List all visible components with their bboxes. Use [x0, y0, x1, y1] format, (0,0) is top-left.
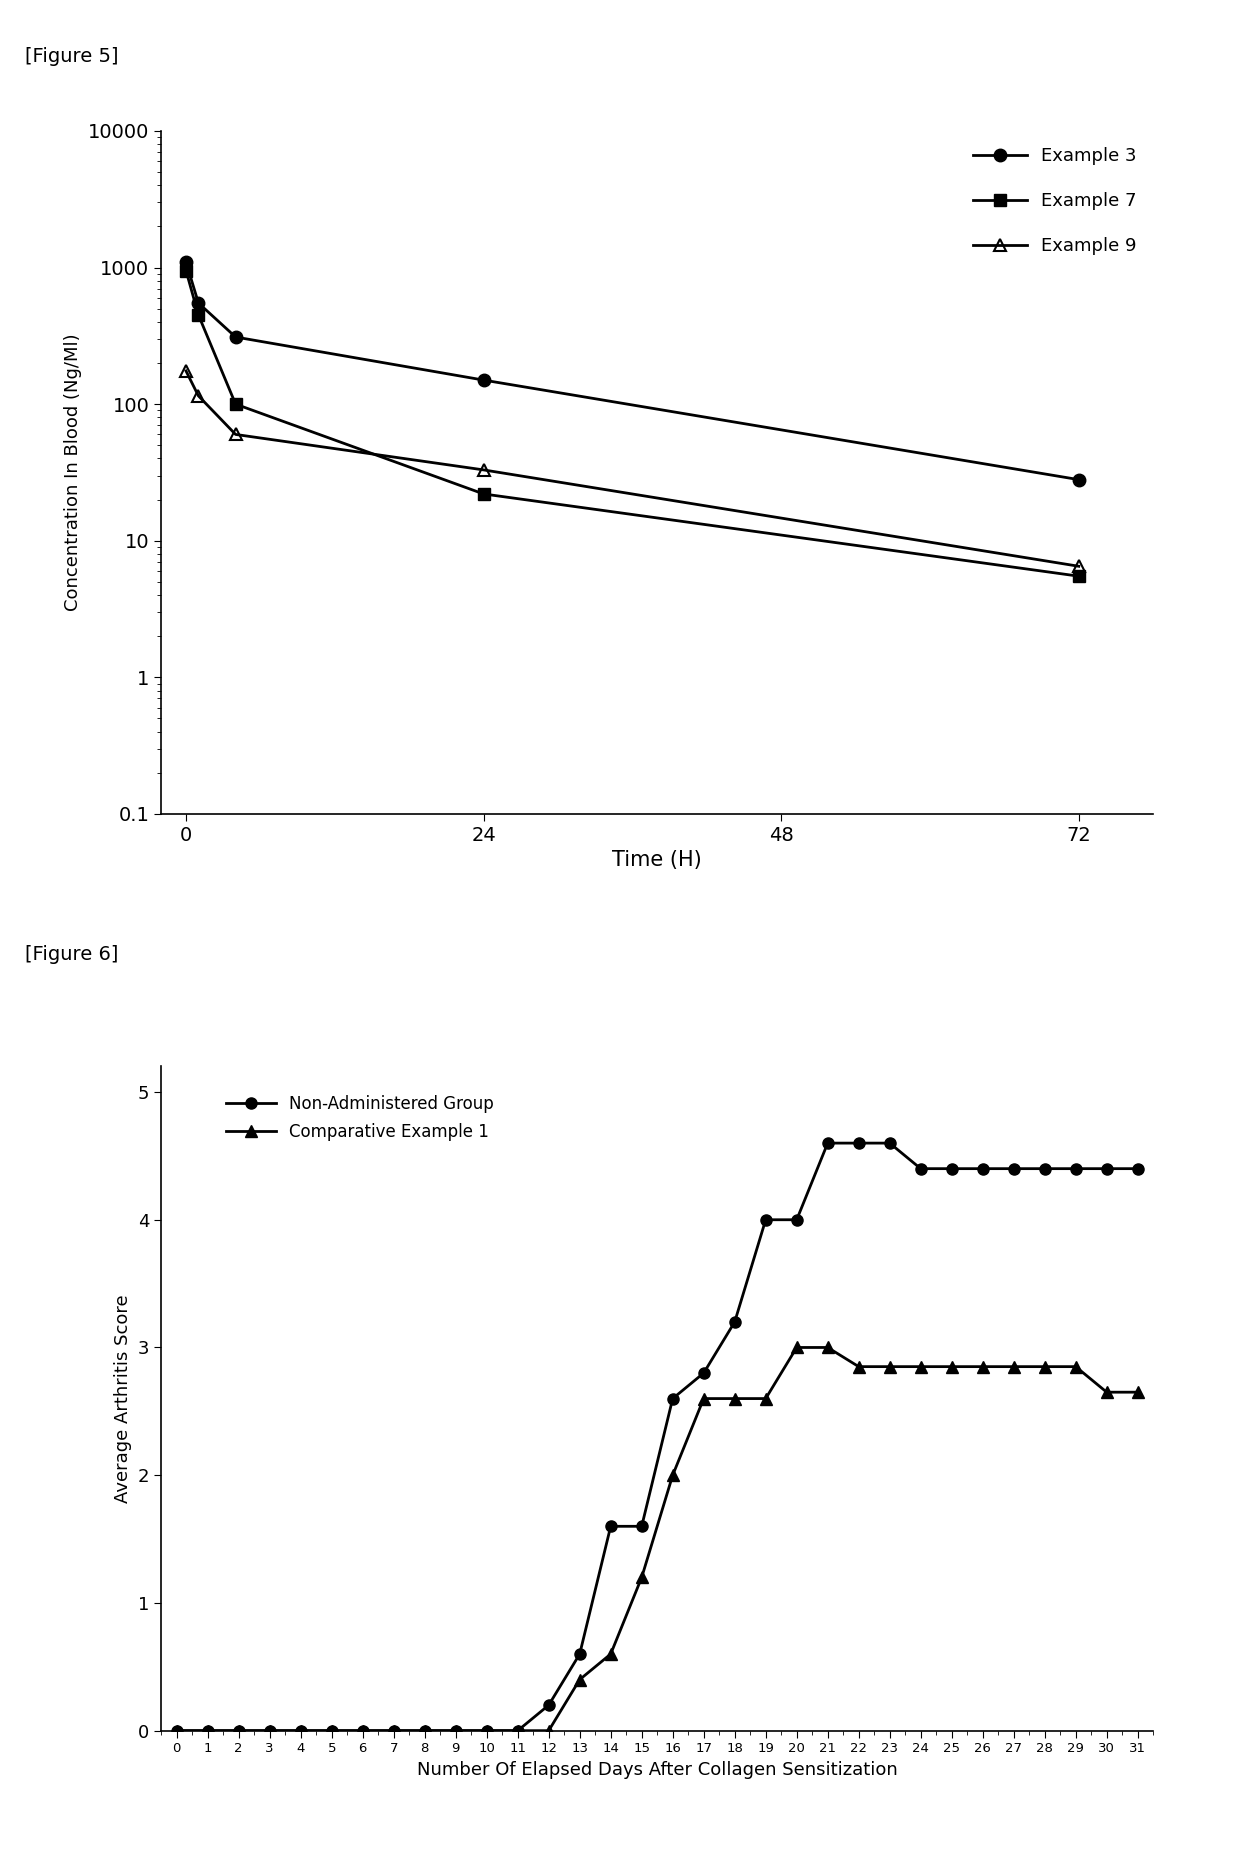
- Non-Administered Group: [417, 1719, 433, 1742]
- Comparative Example 1: [945, 1355, 960, 1377]
- Y-axis label: Average Arthritis Score: Average Arthritis Score: [114, 1295, 133, 1502]
- Example 3: [179, 251, 193, 273]
- Comparative Example 1: [727, 1388, 742, 1411]
- Non-Administered Group: [294, 1719, 309, 1742]
- Example 7: [191, 303, 206, 326]
- Comparative Example 1: [851, 1355, 866, 1377]
- Example 7: [228, 393, 243, 415]
- Comparative Example 1: [294, 1719, 309, 1742]
- Comparative Example 1: [975, 1355, 990, 1377]
- Comparative Example 1: [417, 1719, 433, 1742]
- Non-Administered Group: [727, 1312, 742, 1334]
- Example 3: [191, 292, 206, 314]
- Non-Administered Group: [790, 1209, 805, 1231]
- Non-Administered Group: [913, 1158, 928, 1181]
- Comparative Example 1: [1131, 1381, 1146, 1403]
- Example 3: [228, 326, 243, 348]
- Non-Administered Group: [883, 1132, 898, 1154]
- Comparative Example 1: [263, 1719, 278, 1742]
- Legend: Example 3, Example 7, Example 9: Example 3, Example 7, Example 9: [966, 140, 1145, 262]
- Comparative Example 1: [697, 1388, 712, 1411]
- Non-Administered Group: [604, 1516, 619, 1538]
- Non-Administered Group: [635, 1516, 650, 1538]
- Line: Example 3: Example 3: [180, 256, 1085, 486]
- Non-Administered Group: [356, 1719, 371, 1742]
- Example 9: [476, 458, 491, 481]
- Comparative Example 1: [665, 1463, 680, 1486]
- Non-Administered Group: [263, 1719, 278, 1742]
- Non-Administered Group: [1100, 1158, 1115, 1181]
- Comparative Example 1: [1007, 1355, 1022, 1377]
- Comparative Example 1: [883, 1355, 898, 1377]
- Example 9: [1071, 556, 1086, 578]
- Comparative Example 1: [542, 1719, 557, 1742]
- Non-Administered Group: [975, 1158, 990, 1181]
- Non-Administered Group: [1007, 1158, 1022, 1181]
- Non-Administered Group: [511, 1719, 526, 1742]
- Line: Non-Administered Group: Non-Administered Group: [171, 1138, 1143, 1736]
- Non-Administered Group: [851, 1132, 866, 1154]
- X-axis label: Number Of Elapsed Days After Collagen Sensitization: Number Of Elapsed Days After Collagen Se…: [417, 1761, 898, 1779]
- Line: Example 9: Example 9: [180, 365, 1085, 573]
- Non-Administered Group: [665, 1388, 680, 1411]
- Non-Administered Group: [1037, 1158, 1052, 1181]
- Comparative Example 1: [821, 1336, 836, 1358]
- Comparative Example 1: [356, 1719, 371, 1742]
- Comparative Example 1: [913, 1355, 928, 1377]
- Comparative Example 1: [231, 1719, 246, 1742]
- Non-Administered Group: [449, 1719, 464, 1742]
- Text: [Figure 6]: [Figure 6]: [25, 945, 118, 964]
- Comparative Example 1: [790, 1336, 805, 1358]
- Comparative Example 1: [1037, 1355, 1052, 1377]
- Comparative Example 1: [604, 1643, 619, 1665]
- Line: Example 7: Example 7: [180, 264, 1085, 582]
- Non-Administered Group: [169, 1719, 185, 1742]
- Y-axis label: Concentration In Blood (Ng/Ml): Concentration In Blood (Ng/Ml): [64, 333, 83, 612]
- Text: [Figure 5]: [Figure 5]: [25, 47, 118, 65]
- Non-Administered Group: [1069, 1158, 1084, 1181]
- Comparative Example 1: [635, 1566, 650, 1588]
- Comparative Example 1: [1069, 1355, 1084, 1377]
- Example 3: [476, 369, 491, 391]
- Non-Administered Group: [201, 1719, 216, 1742]
- Non-Administered Group: [821, 1132, 836, 1154]
- Comparative Example 1: [479, 1719, 494, 1742]
- Example 7: [1071, 565, 1086, 587]
- Example 9: [191, 385, 206, 408]
- Comparative Example 1: [759, 1388, 774, 1411]
- Non-Administered Group: [479, 1719, 494, 1742]
- Comparative Example 1: [511, 1719, 526, 1742]
- Non-Administered Group: [945, 1158, 960, 1181]
- Non-Administered Group: [231, 1719, 246, 1742]
- Comparative Example 1: [573, 1669, 588, 1691]
- Example 7: [476, 483, 491, 505]
- Example 3: [1071, 468, 1086, 490]
- Example 7: [179, 260, 193, 283]
- Comparative Example 1: [449, 1719, 464, 1742]
- Line: Comparative Example 1: Comparative Example 1: [171, 1342, 1143, 1736]
- Non-Administered Group: [573, 1643, 588, 1665]
- Non-Administered Group: [542, 1693, 557, 1716]
- Comparative Example 1: [1100, 1381, 1115, 1403]
- Comparative Example 1: [201, 1719, 216, 1742]
- Non-Administered Group: [1131, 1158, 1146, 1181]
- Non-Administered Group: [325, 1719, 340, 1742]
- Example 9: [228, 423, 243, 445]
- Non-Administered Group: [759, 1209, 774, 1231]
- Legend: Non-Administered Group, Comparative Example 1: Non-Administered Group, Comparative Exam…: [219, 1089, 501, 1147]
- Example 9: [179, 359, 193, 382]
- Comparative Example 1: [387, 1719, 402, 1742]
- Comparative Example 1: [169, 1719, 185, 1742]
- Non-Administered Group: [387, 1719, 402, 1742]
- Comparative Example 1: [325, 1719, 340, 1742]
- X-axis label: Time (H): Time (H): [613, 849, 702, 870]
- Non-Administered Group: [697, 1362, 712, 1385]
